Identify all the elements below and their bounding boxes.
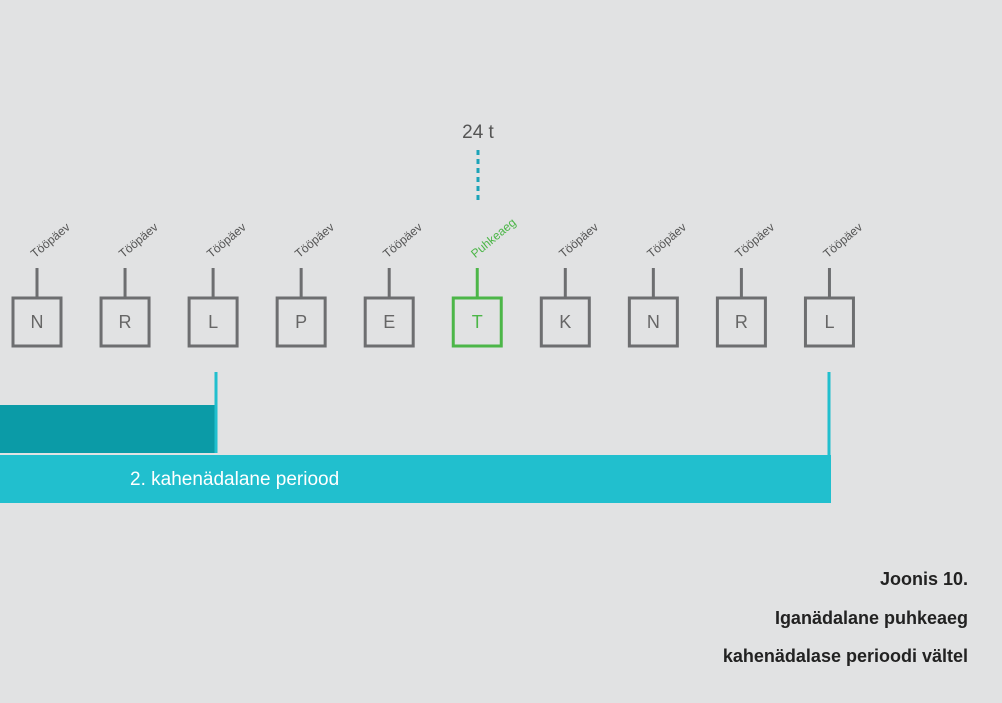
caption-line: kahenädalase perioodi vältel <box>723 646 968 666</box>
day-box <box>363 296 415 348</box>
day-letter: P <box>295 312 307 332</box>
day-box <box>539 296 591 348</box>
day-letter: R <box>735 312 748 332</box>
day-letter: L <box>208 312 218 332</box>
day-label: Tööpäev <box>556 220 601 261</box>
period-label: 2. kahenädalane periood <box>130 469 339 490</box>
day-label: Tööpäev <box>732 220 777 261</box>
period-1-bar <box>0 405 217 453</box>
day-box <box>187 296 239 348</box>
day-box <box>11 296 63 348</box>
day-label: Tööpäev <box>380 220 425 261</box>
day-letter: T <box>472 312 483 332</box>
day-box <box>451 296 503 348</box>
day-label: Tööpäev <box>820 220 865 261</box>
day-label: Tööpäev <box>292 220 337 261</box>
caption: Joonis 10. Iganädalane puhkeaeg kahenäda… <box>723 569 968 666</box>
top-label: 24 t <box>462 122 494 143</box>
day-letter: N <box>31 312 44 332</box>
day-label: Tööpäev <box>28 220 73 261</box>
day-label: Puhkeaeg <box>468 215 518 260</box>
day-box <box>715 296 767 348</box>
day-letter: L <box>824 312 834 332</box>
period-2-bar <box>0 455 831 503</box>
caption-line: Joonis 10. <box>880 569 968 589</box>
day-letter: K <box>559 312 571 332</box>
caption-line: Iganädalane puhkeaeg <box>775 608 968 628</box>
day-letter: N <box>647 312 660 332</box>
day-box <box>99 296 151 348</box>
day-box <box>275 296 327 348</box>
day-letter: R <box>119 312 132 332</box>
day-box <box>803 296 855 348</box>
day-label: Tööpäev <box>644 220 689 261</box>
day-letter: E <box>383 312 395 332</box>
day-box <box>627 296 679 348</box>
day-label: Tööpäev <box>204 220 249 261</box>
day-label: Tööpäev <box>116 220 161 261</box>
